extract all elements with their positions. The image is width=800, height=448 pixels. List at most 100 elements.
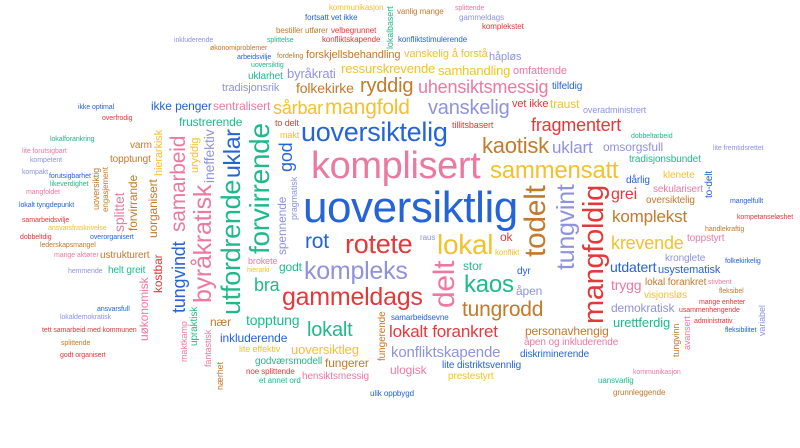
word-demokratisk: demokratisk — [611, 301, 675, 315]
word-komplekstet: komplekstet — [482, 22, 524, 31]
word-sentralisert: sentralisert — [213, 99, 271, 113]
word-maktkamp: maktkamp — [179, 321, 189, 362]
word-ineffektiv: ineffektiv — [201, 129, 217, 183]
word-mangfoldet: mangfoldet — [26, 189, 60, 196]
word-sekularisert: sekularisert — [653, 184, 703, 195]
word-gammeldags: gammeldags — [459, 13, 505, 22]
word-tilfeldig: tilfeldig — [552, 81, 583, 92]
word-forskjellsbehandling: forskjellsbehandling — [306, 49, 401, 61]
word-prestestyrt: prestestyrt — [448, 371, 494, 382]
word-bra: bra — [254, 275, 280, 295]
word-byråkrati: byråkrati — [287, 66, 336, 81]
word-vanlig-mange: vanlig mange — [397, 7, 444, 16]
word-dårlig: dårlig — [626, 175, 650, 186]
word-konfliktskapende: konfliktskapende — [322, 35, 381, 44]
word-frustrerende: frustrerende — [179, 115, 243, 129]
word-forutsigbarhet: forutsigbarhet — [49, 173, 91, 180]
word-trygg: trygg — [611, 277, 642, 293]
word-fordeling: fordeling — [277, 53, 304, 60]
word-komplisert: komplisert — [311, 145, 481, 187]
word-splittende: splittende — [61, 340, 91, 347]
word-lokalt-forankret: lokalt forankret — [389, 322, 498, 341]
word-håpløs: håpløs — [489, 51, 522, 63]
word-inkluderende: inkluderende — [174, 37, 214, 44]
word-ikke-optimal: ikke optimal — [78, 104, 115, 111]
word-tungrodd: tungrodd — [462, 298, 544, 321]
word-lokaldemokratisk: lokaldemokratisk — [60, 314, 112, 321]
word-urettferdig: urettferdig — [613, 315, 671, 330]
word-velbegrunnet: velbegrunnet — [331, 26, 377, 35]
word-ustrukturert: ustrukturert — [100, 250, 150, 261]
word-brokete: brokete — [248, 256, 278, 266]
word-upraktisk: upraktisk — [189, 306, 200, 346]
word-rot: rot — [305, 230, 329, 253]
word-splittet: splittet — [111, 192, 127, 232]
word-tungvint: tungvint — [552, 184, 580, 270]
word-raus: raus — [420, 233, 436, 242]
word-fragmentert: fragmentert — [531, 115, 622, 135]
word-kompetent: kompetent — [30, 157, 63, 164]
word-hierarki: hierarki — [247, 267, 270, 274]
word-kompleks: kompleks — [304, 257, 408, 285]
word-konflikt: konflikt — [495, 248, 520, 257]
word-fungerer: fungerer — [325, 356, 369, 370]
word-godt: godt — [279, 260, 302, 274]
word-tradisjonsrik: tradisjonsrik — [222, 82, 280, 94]
word-mangfold: mangfold — [325, 96, 410, 119]
word-konfliktstimulerende: konfliktstimulerende — [398, 35, 468, 44]
word-helt-greit: helt greit — [108, 265, 146, 276]
word-makt: makt — [280, 130, 300, 140]
word-likeverdighet: likeverdighet — [50, 181, 89, 188]
word-konfliktskapende: konfliktskapende — [391, 344, 501, 361]
word-arbeidsvilje: arbeidsvilje — [237, 54, 272, 61]
word-pragmatisk: pragmatisk — [289, 176, 299, 220]
word-bestiller-utfører: bestiller utfører — [276, 26, 328, 35]
word-komplekst: komplekst — [612, 207, 687, 226]
word-stor: stor — [463, 259, 483, 273]
word-kompakt: kompakt — [22, 169, 48, 176]
word-to-delt: to delt — [275, 118, 299, 128]
word-lederskapsmangel: lederskapsmangel — [40, 242, 96, 249]
word-samarbeidsevne: samarbeidsevne — [391, 313, 449, 322]
word-godværsmodell: godværsmodell — [255, 356, 323, 367]
word-tillitsbasert: tillitsbasert — [452, 120, 494, 130]
word-uklart: uklart — [552, 138, 593, 157]
word-uklar: uklar — [219, 129, 245, 178]
word-hierarkisk: hierarkisk — [153, 130, 165, 176]
word-dobbeltarbeid: dobbeltarbeid — [631, 133, 673, 140]
word-noe-splittende: noe splittende — [246, 367, 295, 376]
word-tungvindt: tungvindt — [169, 241, 189, 313]
word-kaos: kaos — [464, 271, 514, 298]
word-samarbeidsvilje: samarbeidsvilje — [22, 217, 70, 224]
word-kompetanseløshet: kompetanseløshet — [737, 214, 794, 221]
word-engasjement: engasjement — [101, 167, 110, 212]
word-omsorgsfull: omsorgsfull — [603, 140, 664, 154]
word-byråkratisk: byråkratisk — [189, 184, 217, 303]
word-todelt: todelt — [519, 185, 552, 257]
word-økonomiproblemer: økonomiproblemer — [210, 45, 268, 52]
word-folkekirke: folkekirke — [296, 80, 354, 96]
word-kronglete: kronglete — [665, 253, 706, 264]
word-lite-distriktsvennlig: lite distriktsvennlig — [442, 360, 522, 371]
word-lokal-forankret: lokal forankret — [645, 277, 707, 288]
word-variabel: variabel — [757, 305, 767, 336]
word-lite-effektiv: lite effektiv — [239, 344, 281, 354]
word-ansvarsfull: ansvarsfull — [97, 306, 130, 313]
word-kaotisk: kaotisk — [482, 133, 549, 158]
word-ikke-penger: ikke penger — [151, 99, 212, 113]
word-tett-samarbeid-med-kommunen: tett samarbeid med kommunen — [42, 327, 137, 334]
word-to-delt: to-delt — [704, 170, 715, 198]
word-ok: ok — [500, 230, 513, 244]
word-klenete: klenete — [663, 170, 695, 181]
word-ulik-oppbygd: ulik oppbygd — [370, 389, 414, 398]
word-åpen-og-inkluderende: åpen og inkluderende — [524, 337, 619, 348]
word-lokalforankring: lokalforankring — [50, 136, 95, 143]
word-uorganisert: uorganisert — [146, 179, 160, 238]
word-mangelfullt: mangelfullt — [730, 198, 764, 205]
word-ressurskrevende: ressurskrevende — [341, 61, 436, 76]
word-mangfoldig: mangfoldig — [578, 185, 610, 324]
word-hemmende: hemmende — [68, 268, 103, 275]
word-grei: grei — [611, 186, 638, 203]
word-vanskelig: vanskelig — [428, 97, 510, 119]
